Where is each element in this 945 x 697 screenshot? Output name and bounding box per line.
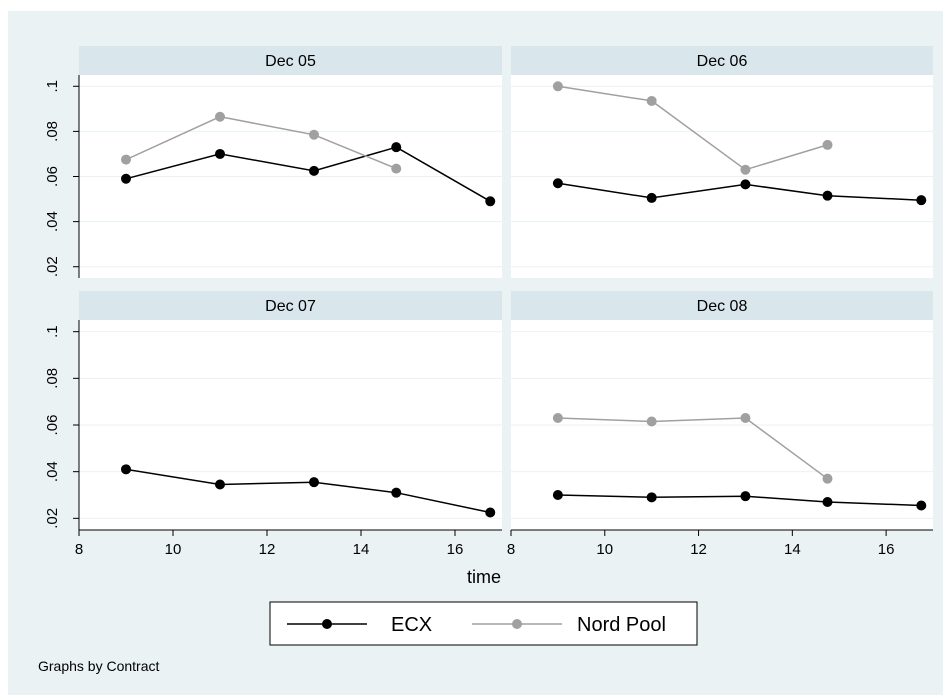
- data-point: [121, 173, 131, 184]
- data-point: [646, 95, 657, 106]
- x-tick-label: 10: [596, 541, 613, 558]
- x-tick-label: 14: [353, 541, 370, 558]
- data-point: [121, 464, 131, 475]
- panel: Dec 08: [511, 291, 933, 530]
- panel: Dec 06: [511, 46, 933, 278]
- data-point: [552, 81, 563, 92]
- data-point: [822, 473, 833, 484]
- data-point: [740, 491, 751, 502]
- data-point: [391, 142, 402, 153]
- graphs-by-note: Graphs by Contract: [38, 658, 159, 674]
- x-tick-label: 16: [878, 541, 895, 558]
- data-point: [740, 179, 751, 190]
- y-tick-label: .02: [44, 508, 61, 529]
- y-tick-label: .04: [44, 461, 61, 482]
- x-tick-label: 16: [447, 541, 464, 558]
- data-point: [822, 497, 833, 507]
- legend: ECX Nord Pool: [269, 601, 698, 646]
- data-point: [391, 163, 402, 174]
- x-tick-label: 14: [784, 541, 801, 558]
- x-tick-label: 10: [165, 541, 182, 558]
- data-point: [646, 192, 657, 203]
- legend-label: Nord Pool: [577, 614, 666, 636]
- legend-marker: [322, 619, 332, 629]
- x-tick-label: 8: [75, 541, 83, 558]
- series-line: [557, 85, 828, 171]
- panel-title-strip: [79, 46, 502, 75]
- y-tick-label: .08: [44, 368, 61, 389]
- data-point: [646, 492, 657, 503]
- data-point: [309, 165, 319, 176]
- x-axis-label: time: [467, 567, 501, 587]
- data-point: [740, 164, 751, 175]
- legend-marker: [512, 619, 522, 629]
- data-point: [215, 111, 225, 122]
- y-tick-label: .1: [44, 325, 61, 338]
- data-point: [822, 139, 833, 150]
- panel-title: Dec 08: [697, 298, 748, 315]
- data-point: [309, 129, 319, 140]
- x-tick-label: 12: [259, 541, 276, 558]
- data-point: [485, 507, 496, 518]
- legend-label: ECX: [391, 614, 432, 636]
- series-line: [557, 417, 828, 480]
- data-point: [916, 500, 927, 511]
- panel-title-strip: [511, 46, 933, 75]
- data-point: [740, 413, 751, 423]
- y-tick-label: .04: [44, 211, 61, 232]
- data-point: [215, 148, 225, 159]
- panel-title: Dec 06: [697, 53, 748, 70]
- data-point: [552, 178, 563, 189]
- panel: Dec 05: [79, 46, 502, 278]
- panel-title-strip: [79, 291, 502, 320]
- y-tick-label: .06: [44, 166, 61, 187]
- axis-ticks: .02 .04 .06 .08 .1 .02 .04 .06 .08 .1 8 10 12 14 16 8 10…: [44, 75, 933, 558]
- data-point: [552, 413, 563, 423]
- data-point: [121, 154, 131, 165]
- panel: Dec 07: [79, 291, 502, 530]
- data-point: [646, 416, 657, 427]
- panel-title: Dec 07: [265, 298, 316, 315]
- y-tick-label: .02: [44, 256, 61, 277]
- x-tick-label: 8: [507, 541, 515, 558]
- y-tick-label: .08: [44, 121, 61, 142]
- series-line: [125, 115, 397, 170]
- data-point: [485, 196, 496, 207]
- panel-title: Dec 05: [265, 53, 316, 70]
- y-tick-label: .06: [44, 415, 61, 436]
- data-point: [552, 490, 563, 500]
- panel-title-strip: [511, 291, 933, 320]
- y-tick-label: .1: [44, 80, 61, 93]
- panels: Dec 05 Dec 06 Dec 07 Dec 08: [79, 46, 933, 530]
- x-tick-label: 12: [690, 541, 707, 558]
- data-point: [391, 487, 402, 498]
- data-point: [916, 195, 927, 206]
- data-point: [215, 479, 225, 490]
- data-point: [822, 190, 833, 201]
- data-point: [309, 477, 319, 488]
